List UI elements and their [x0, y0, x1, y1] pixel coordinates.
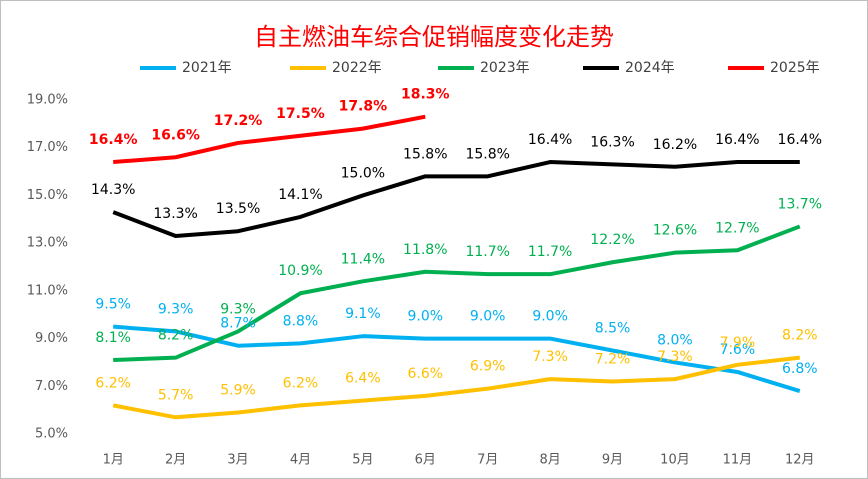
x-tick-label: 1月 — [103, 453, 124, 468]
x-tick-label: 4月 — [290, 453, 311, 468]
data-label: 9.3% — [220, 301, 256, 317]
data-label: 6.9% — [470, 359, 506, 375]
legend-label: 2024年 — [625, 60, 675, 76]
data-label: 7.2% — [595, 352, 631, 368]
x-tick-label: 7月 — [477, 453, 498, 468]
y-tick-label: 13.0% — [27, 236, 68, 251]
data-label: 8.2% — [782, 328, 818, 344]
data-label: 9.0% — [532, 309, 568, 325]
x-tick-label: 11月 — [723, 453, 753, 468]
data-label: 17.5% — [276, 106, 325, 122]
data-label: 8.7% — [220, 316, 256, 332]
y-tick-label: 17.0% — [27, 140, 68, 155]
data-label: 15.8% — [465, 146, 509, 162]
data-label: 6.6% — [408, 366, 444, 382]
series-line — [112, 160, 800, 238]
data-label: 16.4% — [528, 132, 572, 148]
y-tick-label: 15.0% — [27, 188, 68, 203]
data-label: 5.7% — [158, 387, 194, 403]
x-tick-label: 9月 — [602, 453, 623, 468]
legend-label: 2025年 — [770, 60, 820, 76]
y-tick-label: 19.0% — [27, 93, 68, 108]
x-tick-label: 3月 — [227, 453, 248, 468]
data-label: 12.2% — [590, 232, 634, 248]
data-label: 8.1% — [95, 330, 131, 346]
data-label: 10.9% — [278, 263, 322, 279]
data-label: 12.6% — [653, 223, 697, 239]
series-line — [113, 114, 426, 165]
chart-title: 自主燃油车综合促销幅度变化走势 — [254, 23, 614, 51]
data-label: 9.0% — [470, 309, 506, 325]
x-tick-label: 5月 — [352, 453, 373, 468]
data-label: 12.7% — [715, 220, 759, 236]
data-label: 15.0% — [341, 165, 385, 181]
data-label: 8.2% — [158, 328, 194, 344]
data-label: 8.8% — [283, 313, 319, 329]
data-label: 16.4% — [89, 132, 138, 148]
data-label: 7.3% — [532, 349, 568, 365]
x-tick-label: 6月 — [415, 453, 436, 468]
y-tick-label: 9.0% — [35, 331, 68, 346]
data-label: 7.9% — [720, 335, 756, 351]
legend-label: 2021年 — [182, 60, 232, 76]
data-label: 11.8% — [403, 242, 447, 258]
series-line — [113, 324, 801, 393]
data-label: 9.0% — [408, 309, 444, 325]
data-label: 8.5% — [595, 321, 631, 337]
legend-label: 2022年 — [332, 60, 382, 76]
x-tick-label: 12月 — [785, 453, 815, 468]
data-label: 9.5% — [95, 297, 131, 313]
data-label: 16.4% — [715, 132, 759, 148]
data-label: 9.3% — [158, 301, 194, 317]
series-line — [113, 224, 801, 363]
data-label: 18.3% — [401, 87, 450, 103]
data-label: 15.8% — [403, 146, 447, 162]
data-label: 6.2% — [283, 375, 319, 391]
x-tick-label: 2月 — [165, 453, 186, 468]
data-label: 17.8% — [339, 99, 388, 115]
data-label: 5.9% — [220, 383, 256, 399]
data-label: 6.4% — [345, 371, 381, 387]
data-label: 17.2% — [214, 113, 263, 129]
data-label: 6.8% — [782, 361, 818, 377]
data-label: 9.1% — [345, 306, 381, 322]
data-label: 13.5% — [216, 201, 260, 217]
data-label: 14.3% — [91, 182, 135, 198]
y-tick-label: 7.0% — [35, 379, 68, 394]
data-label: 16.4% — [778, 132, 822, 148]
data-label: 11.7% — [528, 244, 572, 260]
data-label: 7.6% — [720, 342, 756, 358]
data-label: 13.3% — [153, 206, 197, 222]
data-label: 14.1% — [278, 187, 322, 203]
data-label: 11.7% — [465, 244, 509, 260]
x-tick-label: 8月 — [539, 453, 560, 468]
data-label: 16.6% — [151, 127, 200, 143]
data-label: 11.4% — [341, 251, 385, 267]
legend-label: 2023年 — [480, 60, 530, 76]
x-tick-label: 10月 — [660, 453, 690, 468]
data-label: 16.3% — [590, 134, 634, 150]
data-label: 13.7% — [778, 196, 822, 212]
y-tick-label: 5.0% — [35, 427, 68, 442]
data-label: 16.2% — [653, 137, 697, 153]
y-tick-label: 11.0% — [27, 283, 68, 298]
series-line — [112, 355, 801, 420]
data-label: 8.0% — [657, 332, 693, 348]
data-label: 7.3% — [657, 349, 693, 365]
data-label: 6.2% — [95, 375, 131, 391]
